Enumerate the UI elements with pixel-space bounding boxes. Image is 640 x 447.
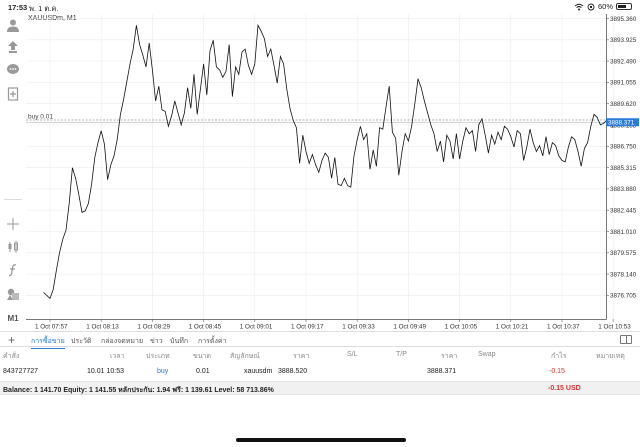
price-tick-label: 3876.705 — [610, 293, 637, 300]
cell-symbol: xauusdm — [244, 368, 273, 375]
time-tick-label: 1 Oct 07:57 — [35, 324, 68, 331]
current-price-tag-text: 3888.371 — [608, 119, 635, 126]
price-tick-label: 3881.010 — [610, 229, 637, 236]
col-comment: หมายเหตุ — [596, 353, 625, 360]
time-tick-label: 1 Oct 08:29 — [137, 324, 170, 331]
price-tick-label: 3878.140 — [610, 271, 637, 278]
cell-profit: -0.15 — [549, 368, 565, 375]
price-tick-label: 3885.315 — [610, 165, 637, 172]
current-price-tag: 3888.371 — [606, 118, 639, 126]
col-profit: กำไร — [551, 353, 567, 360]
table-row[interactable]: 843727727 10.01 10:53 buy 0.01 xauusdm 3… — [0, 368, 640, 380]
time-axis: 1 Oct 07:57 1 Oct 08:13 1 Oct 08:29 1 Oct 0… — [35, 319, 631, 331]
price-tick-label: 3889.620 — [610, 101, 637, 108]
price-tick-label: 3879.575 — [610, 250, 637, 257]
price-tick-label: 3893.925 — [610, 37, 637, 44]
status-date: พ. 1 ต.ค. — [29, 4, 59, 13]
time-tick-label: 1 Oct 09:17 — [291, 324, 324, 331]
add-icon[interactable]: + — [8, 333, 16, 347]
total-profit: -0.15 USD — [548, 385, 581, 392]
tab-history[interactable]: ประวัติ — [71, 338, 92, 345]
tab-journal[interactable]: บันทึก — [170, 338, 189, 345]
tab-mailbox[interactable]: กล่องจดหมาย — [101, 338, 144, 345]
price-tick-label: 3886.750 — [610, 144, 637, 151]
wifi-icon — [574, 3, 584, 10]
time-tick-label: 1 Oct 09:49 — [393, 324, 426, 331]
col-size: ขนาด — [193, 353, 212, 360]
time-tick-label: 1 Oct 09:33 — [342, 324, 375, 331]
price-tick-label: 3892.490 — [610, 58, 637, 65]
price-tick-label: 3895.360 — [610, 16, 637, 23]
candles-icon[interactable] — [5, 239, 21, 255]
col-open-price: ราคา — [293, 353, 310, 360]
time-tick-label: 1 Oct 09:01 — [240, 324, 273, 331]
price-line — [43, 23, 614, 300]
home-indicator[interactable] — [236, 438, 406, 442]
tab-news[interactable]: ข่าว — [150, 338, 163, 345]
battery-fill — [618, 5, 627, 8]
balance-text: Balance: 1 141.70 Equity: 1 141.55 หลักป… — [3, 387, 274, 394]
status-time: 17:53 — [8, 3, 28, 12]
col-swap: Swap — [478, 351, 496, 358]
price-tick-label: 3883.880 — [610, 186, 637, 193]
col-sl: S/L — [347, 351, 358, 358]
col-order: คำสั่ง — [3, 353, 20, 360]
time-tick-label: 1 Oct 08:45 — [189, 324, 222, 331]
price-axis: 3895.360 3893.925 3892.490 3891.055 3889.620… — [606, 16, 637, 300]
order-line-label: buy 0.01 — [28, 114, 53, 121]
cell-type: buy — [157, 368, 169, 375]
cell-open-price: 3888.520 — [278, 368, 308, 375]
balance-bar: Balance: 1 141.70 Equity: 1 141.55 หลักป… — [0, 381, 640, 395]
cell-order: 843727727 — [3, 368, 39, 375]
time-tick-label: 1 Oct 10:21 — [496, 324, 529, 331]
time-tick-label: 1 Oct 10:53 — [598, 324, 631, 331]
panel-layout-icon[interactable] — [620, 335, 632, 344]
current-price-tag-box — [606, 118, 639, 127]
bottom-panel-tabs: + การซื้อขาย ประวัติ กล่องจดหมาย ข่าว บั… — [0, 331, 640, 349]
crosshair-icon[interactable] — [5, 216, 21, 232]
cell-price: 3888.371 — [427, 368, 457, 375]
status-bar: 17:53 พ. 1 ต.ค. 60% — [0, 0, 640, 14]
function-icon[interactable] — [5, 262, 21, 278]
cell-size: 0.01 — [196, 368, 210, 375]
col-price: ราคา — [441, 353, 458, 360]
chart-grid — [26, 14, 614, 319]
time-tick-label: 1 Oct 08:13 — [86, 324, 119, 331]
time-tick-label: 1 Oct 10:05 — [445, 324, 478, 331]
status-right: 60% — [574, 2, 632, 11]
tab-settings[interactable]: การตั้งค่า — [198, 338, 227, 345]
time-tick-label: 1 Oct 10:37 — [547, 324, 580, 331]
price-tick-label: 3882.445 — [610, 208, 637, 215]
orientation-lock-icon — [587, 3, 595, 10]
col-time: เวลา — [110, 353, 125, 360]
trade-icon[interactable] — [5, 39, 21, 55]
col-symbol: สัญลักษณ์ — [230, 353, 260, 360]
cell-time: 10.01 10:53 — [87, 368, 124, 375]
price-chart[interactable]: 3895.360 3893.925 3892.490 3891.055 3889.620… — [26, 14, 640, 332]
objects-icon[interactable] — [5, 286, 21, 302]
col-tp: T/P — [396, 351, 407, 358]
tab-trade[interactable]: การซื้อขาย — [31, 336, 65, 349]
price-tick-label: 3891.055 — [610, 80, 637, 87]
chat-icon[interactable] — [5, 62, 21, 78]
timeframe-button[interactable]: M1 — [7, 313, 19, 323]
account-icon[interactable] — [5, 17, 21, 33]
battery-icon — [616, 3, 632, 10]
left-toolbar: M1 — [0, 14, 26, 330]
battery-percent: 60% — [597, 2, 613, 11]
table-header: คำสั่ง เวลา ประเภท ขนาด สัญลักษณ์ ราคา S… — [0, 351, 640, 363]
add-document-icon[interactable] — [5, 86, 21, 102]
col-type: ประเภท — [146, 353, 170, 360]
